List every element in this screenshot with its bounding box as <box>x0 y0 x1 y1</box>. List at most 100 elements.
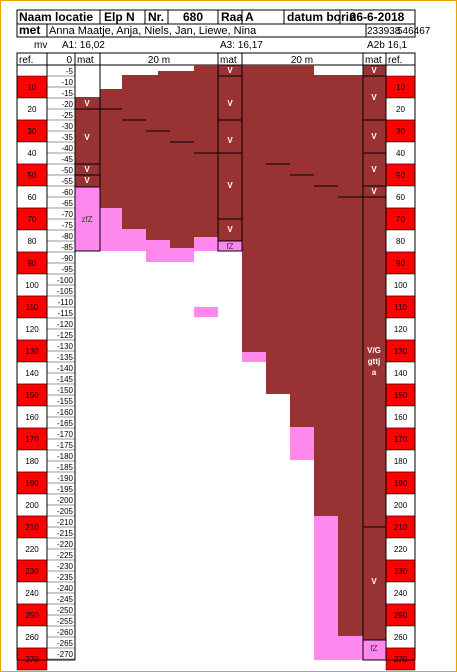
ref-label-right-180: 180 <box>394 457 408 466</box>
names-value: Anna Maatje, Anja, Niels, Jan, Liewe, Ni… <box>49 25 257 37</box>
dist-header-2: 20 m <box>291 55 313 66</box>
depth-label--215: -215 <box>57 529 74 538</box>
sand-core-a2b <box>363 640 386 660</box>
ref-label-left-100: 100 <box>25 281 39 290</box>
depth-label--155: -155 <box>57 397 74 406</box>
mv-label: mv <box>34 40 47 51</box>
ref-label-left-40: 40 <box>28 149 37 158</box>
ref-label-right-60: 60 <box>396 193 405 202</box>
ref-label-left-160: 160 <box>25 413 39 422</box>
ref-label-left-230: 230 <box>25 567 39 576</box>
ref-label-left-80: 80 <box>28 237 37 246</box>
mat-label-a3-v2: V <box>227 99 233 108</box>
ref-right-header: ref. <box>388 55 402 66</box>
depth-label--225: -225 <box>57 551 74 560</box>
datum-value: 26-6-2018 <box>350 10 405 24</box>
depth-label--210: -210 <box>57 518 74 527</box>
depth-label--250: -250 <box>57 606 74 615</box>
depth-label--260: -260 <box>57 628 74 637</box>
mat-label-a3-v1: V <box>227 66 233 75</box>
depth-label--120: -120 <box>57 320 74 329</box>
ref-label-right-90: 90 <box>396 259 405 268</box>
depth-label--20: -20 <box>61 100 73 109</box>
a2b-label: A2b 16,1 <box>367 40 407 51</box>
depth-label--125: -125 <box>57 331 74 340</box>
depth-label--90: -90 <box>61 254 73 263</box>
depth-label--40: -40 <box>61 144 73 153</box>
profile-outline <box>16 65 416 661</box>
raai-value: A <box>245 10 254 24</box>
ref-label-right-110: 110 <box>394 303 407 312</box>
dist-header-1: 20 m <box>148 55 170 66</box>
depth-label--200: -200 <box>57 496 74 505</box>
ref-label-left-20: 20 <box>28 105 37 114</box>
depth-label--230: -230 <box>57 562 74 571</box>
ref-label-right-150: 150 <box>394 391 408 400</box>
depth-label--10: -10 <box>61 78 73 87</box>
mat-label-a2b-gttj: gttj <box>368 357 380 366</box>
ref-label-left-250: 250 <box>25 611 39 620</box>
mat-label-a3-v5: V <box>227 225 233 234</box>
depth-label--45: -45 <box>61 155 73 164</box>
depth-label--255: -255 <box>57 617 74 626</box>
mat-label-a1-v1: V <box>84 99 90 108</box>
ref-label-right-130: 130 <box>394 347 408 356</box>
depth-label--235: -235 <box>57 573 74 582</box>
ref-label-right-260: 260 <box>394 633 408 642</box>
depth-label--110: -110 <box>58 298 74 307</box>
depth-label--115: -115 <box>58 309 74 318</box>
mat-label-a1-v4: V <box>84 176 90 185</box>
depth-label--195: -195 <box>57 485 74 494</box>
depth-label--175: -175 <box>57 441 74 450</box>
depth-label--160: -160 <box>57 408 74 417</box>
ref-label-right-10: 10 <box>396 83 405 92</box>
ref-label-right-50: 50 <box>396 171 405 180</box>
nr-label: Nr. <box>148 10 164 24</box>
ref-label-left-200: 200 <box>25 501 39 510</box>
mat-label-a1-v3: V <box>84 165 90 174</box>
ref-label-left-10: 10 <box>28 83 37 92</box>
depth-label--240: -240 <box>57 584 74 593</box>
mat-label-a2b-vg: V/G <box>367 346 381 355</box>
depth-label--165: -165 <box>57 419 74 428</box>
ref-label-left-70: 70 <box>28 215 37 224</box>
nr-value: 680 <box>183 10 203 24</box>
peat-core-a1 <box>75 97 100 187</box>
depth-label--265: -265 <box>57 639 74 648</box>
ref-label-right-20: 20 <box>396 105 405 114</box>
depth-label--60: -60 <box>61 188 73 197</box>
mat-label-a3-v3: V <box>227 136 233 145</box>
mat-header-1: mat <box>77 55 94 66</box>
depth-label--130: -130 <box>57 342 74 351</box>
depth-label--150: -150 <box>57 386 74 395</box>
depth-label--145: -145 <box>57 375 74 384</box>
ref-label-right-230: 230 <box>394 567 408 576</box>
sand-section-right-bottom <box>314 516 363 660</box>
ref-label-right-80: 80 <box>396 237 405 246</box>
ref-label-right-30: 30 <box>396 127 405 136</box>
depth-label--75: -75 <box>61 221 73 230</box>
sand-patch-110 <box>194 307 218 317</box>
location-value: Elp N <box>104 10 135 24</box>
ref-label-right-220: 220 <box>394 545 408 554</box>
depth-label--105: -105 <box>57 287 74 296</box>
ref-label-right-240: 240 <box>394 589 408 598</box>
peat-section-right <box>242 65 363 636</box>
ref-label-right-170: 170 <box>394 435 408 444</box>
mat-label-a2b-v5: V <box>371 187 377 196</box>
depth-label--190: -190 <box>57 474 74 483</box>
depth-label--65: -65 <box>61 199 73 208</box>
depth-label--245: -245 <box>57 595 74 604</box>
datum-label: datum borin <box>287 10 356 24</box>
mat-label-a2b-v3: V <box>371 132 377 141</box>
ref-label-right-140: 140 <box>394 369 408 378</box>
layer-lines <box>100 108 363 198</box>
ref-label-right-120: 120 <box>394 325 408 334</box>
depth-label--5: -5 <box>66 67 74 76</box>
depth-label--220: -220 <box>57 540 74 549</box>
ref-scale-left: 10 20 30 40 50 60 70 80 90 100 110 120 130 140 150 160 1… <box>16 75 48 671</box>
ref-label-left-150: 150 <box>25 391 39 400</box>
